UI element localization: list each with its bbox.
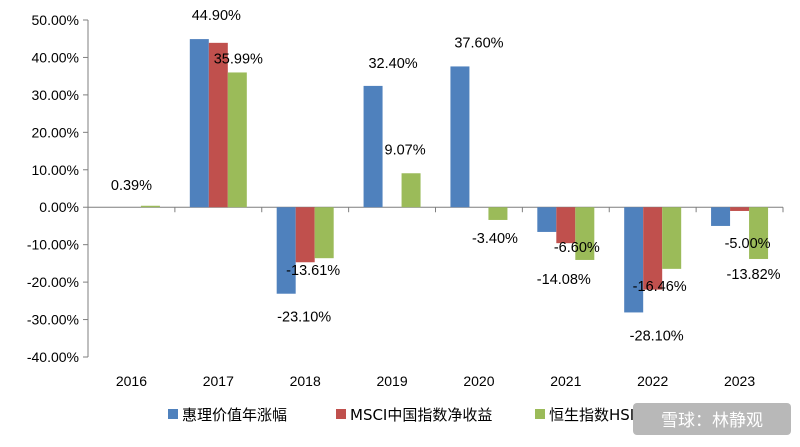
data-label: 35.99% (214, 51, 263, 67)
data-label: -16.46% (633, 279, 687, 295)
bar-2018-s0 (276, 207, 296, 294)
data-label: 44.90% (192, 8, 241, 24)
data-label: 37.60% (454, 35, 503, 51)
bar-2017-s0 (189, 39, 209, 208)
data-label: 0.39% (111, 178, 152, 194)
bar-2023-s0 (711, 207, 731, 226)
data-label: 32.40% (368, 56, 417, 72)
watermark-text: 雪球：林静观 (661, 411, 763, 431)
x-tick-label: 2019 (376, 373, 407, 389)
bar-2016-s2 (140, 205, 160, 208)
bar-2017-s1 (208, 42, 228, 208)
bar-2022-s0 (624, 207, 644, 313)
bar-2021-s2 (575, 207, 595, 260)
x-tick-label: 2021 (550, 373, 581, 389)
bar-2020-s0 (450, 66, 470, 208)
bar-2021-s0 (537, 207, 557, 232)
bar-2017-s2 (227, 72, 247, 208)
y-tick-label: -40.00% (27, 349, 79, 365)
y-tick-label: -10.00% (27, 237, 79, 253)
legend-swatch-0 (168, 409, 178, 419)
x-tick-label: 2016 (116, 373, 147, 389)
x-tick-label: 2018 (290, 373, 321, 389)
bar-2021-s1 (556, 207, 576, 244)
x-tick-label: 2022 (637, 373, 668, 389)
legend-swatch-2 (535, 409, 545, 419)
data-label: -23.10% (277, 310, 331, 326)
bar-2019-s2 (401, 173, 421, 208)
legend-label: MSCI中国指数净收益 (350, 406, 492, 424)
data-label: 9.07% (385, 142, 426, 158)
data-label: -13.61% (286, 263, 340, 279)
watermark-bg (633, 403, 791, 435)
y-tick-label: 40.00% (32, 49, 79, 65)
bar-2018-s1 (295, 207, 315, 263)
data-label: -6.60% (554, 240, 600, 256)
legend-label: 惠理价值年涨幅 (182, 406, 287, 424)
bar-2018-s2 (314, 207, 334, 259)
bar-2023-s2 (749, 207, 769, 259)
bar-2022-s2 (662, 207, 682, 269)
x-tick-label: 2017 (203, 373, 234, 389)
x-tick-label: 2023 (724, 373, 755, 389)
data-label: -13.82% (727, 267, 781, 283)
y-tick-label: 0.00% (39, 199, 79, 215)
y-tick-label: 20.00% (32, 124, 79, 140)
y-tick-label: -30.00% (27, 312, 79, 328)
data-label: -14.08% (537, 272, 591, 288)
data-label: -28.10% (630, 328, 684, 344)
x-tick-label: 2020 (463, 373, 494, 389)
bar-2022-s1 (643, 207, 663, 290)
bar-2019-s0 (363, 85, 383, 208)
legend-label: 恒生指数HSI (549, 406, 634, 424)
y-tick-label: -20.00% (27, 274, 79, 290)
legend-swatch-1 (336, 409, 346, 419)
y-tick-label: 50.00% (32, 12, 79, 28)
y-tick-label: 10.00% (32, 162, 79, 178)
data-label: -5.00% (725, 236, 771, 252)
bar-2023-s1 (730, 207, 750, 211)
y-tick-label: 30.00% (32, 87, 79, 103)
data-label: -3.40% (472, 231, 518, 247)
bar-2020-s2 (488, 207, 508, 220)
